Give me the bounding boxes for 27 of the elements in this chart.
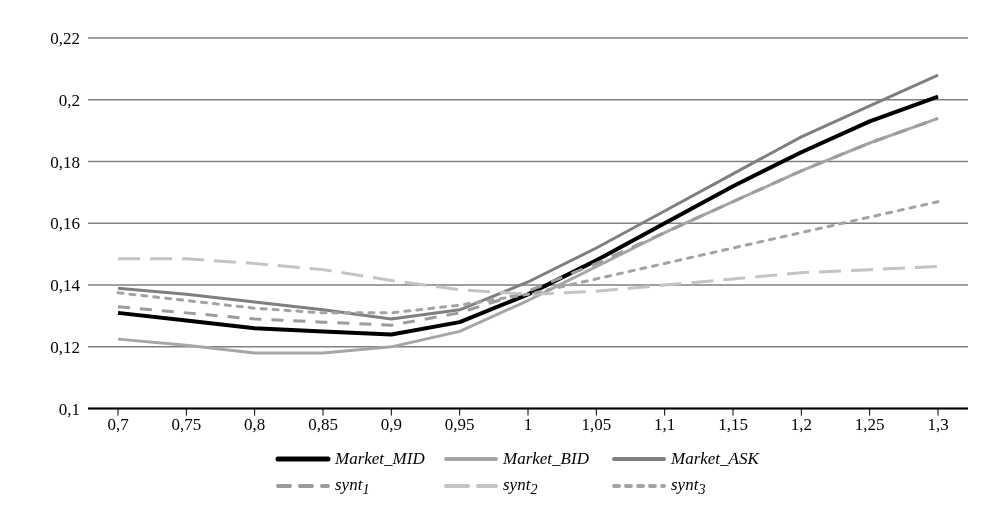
x-tick-label: 1 <box>523 414 533 434</box>
line-series <box>116 257 940 296</box>
y-tick-label: 0,2 <box>58 90 80 110</box>
x-tick-label: 1,05 <box>581 414 612 434</box>
legend-label: Market_MID <box>335 448 425 469</box>
y-tick-label: 0,14 <box>50 276 81 296</box>
y-tick-label: 0,18 <box>50 152 80 172</box>
legend-label: Market_BID <box>503 448 589 469</box>
x-tick-label: 0,85 <box>308 414 338 434</box>
y-tick-label: 0,16 <box>50 214 80 234</box>
x-tick-label: 1,2 <box>790 414 812 434</box>
x-tick-label: 0,95 <box>444 414 475 434</box>
x-tick-label: 0,8 <box>244 414 266 434</box>
legend-label: synt$_{2}$ <box>503 474 538 498</box>
x-tick-label: 0,75 <box>171 414 202 434</box>
x-tick-label: 0,7 <box>107 414 130 434</box>
legend-label: synt$_{3}$ <box>671 474 706 498</box>
y-tick-label: 0,1 <box>58 399 80 419</box>
y-tick-label: 0,22 <box>50 29 80 49</box>
x-tick-label: 0,9 <box>380 414 402 434</box>
x-tick-label: 1,1 <box>654 414 676 434</box>
x-tick-label: 1,3 <box>927 414 949 434</box>
x-tick-label: 1,15 <box>718 414 748 434</box>
y-tick-label: 0,12 <box>50 337 80 357</box>
x-tick-label: 1,25 <box>854 414 885 434</box>
legend-label: synt$_{1}$ <box>335 474 370 498</box>
legend-label: Market_ASK <box>671 448 759 469</box>
